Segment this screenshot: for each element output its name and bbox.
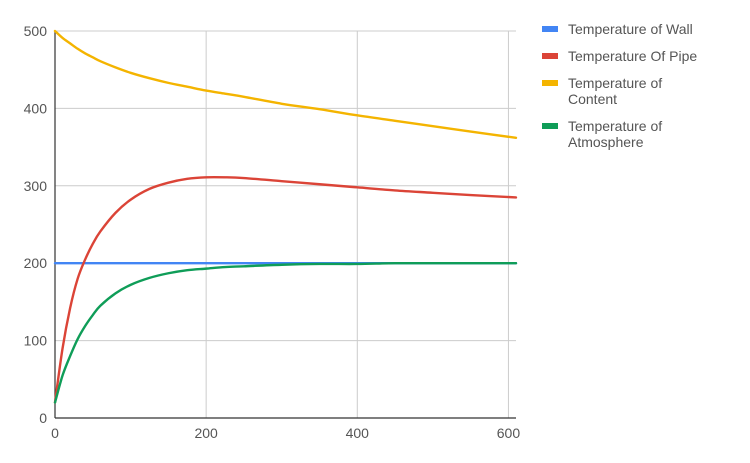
y-tick-label: 400 <box>24 100 48 116</box>
legend-label: Content <box>568 91 617 107</box>
legend-swatch <box>542 80 558 86</box>
tick-labels: 0 100 200 300 400 500 0 200 400 600 <box>24 23 521 441</box>
legend-swatch <box>542 123 558 129</box>
axes <box>54 31 516 419</box>
y-tick-label: 300 <box>24 178 48 194</box>
series-line-temperature-of-content <box>53 29 518 140</box>
x-tick-label: 600 <box>497 425 521 441</box>
y-tick-label: 200 <box>24 255 48 271</box>
legend-swatch <box>542 53 558 59</box>
legend-label: Temperature Of Pipe <box>568 48 697 64</box>
legend-item-temperature-of-pipe[interactable]: Temperature Of Pipe <box>542 48 697 64</box>
legend-label: Temperature of <box>568 118 662 134</box>
legend-item-temperature-of-wall[interactable]: Temperature of Wall <box>542 21 693 37</box>
x-tick-label: 400 <box>346 425 370 441</box>
series-line-temperature-of-atmosphere <box>53 261 518 404</box>
y-tick-label: 0 <box>39 410 47 426</box>
series-lines <box>53 29 518 404</box>
legend: Temperature of Wall Temperature Of Pipe Te… <box>542 21 697 150</box>
legend-label: Temperature of <box>568 75 662 91</box>
y-tick-label: 500 <box>24 23 48 39</box>
legend-swatch <box>542 26 558 32</box>
x-tick-label: 200 <box>194 425 218 441</box>
series-line-temperature-of-pipe <box>53 175 518 404</box>
x-tick-label: 0 <box>51 425 59 441</box>
y-tick-label: 100 <box>24 333 48 349</box>
legend-label: Temperature of Wall <box>568 21 693 37</box>
gridlines <box>55 30 516 418</box>
legend-label: Atmosphere <box>568 134 644 150</box>
